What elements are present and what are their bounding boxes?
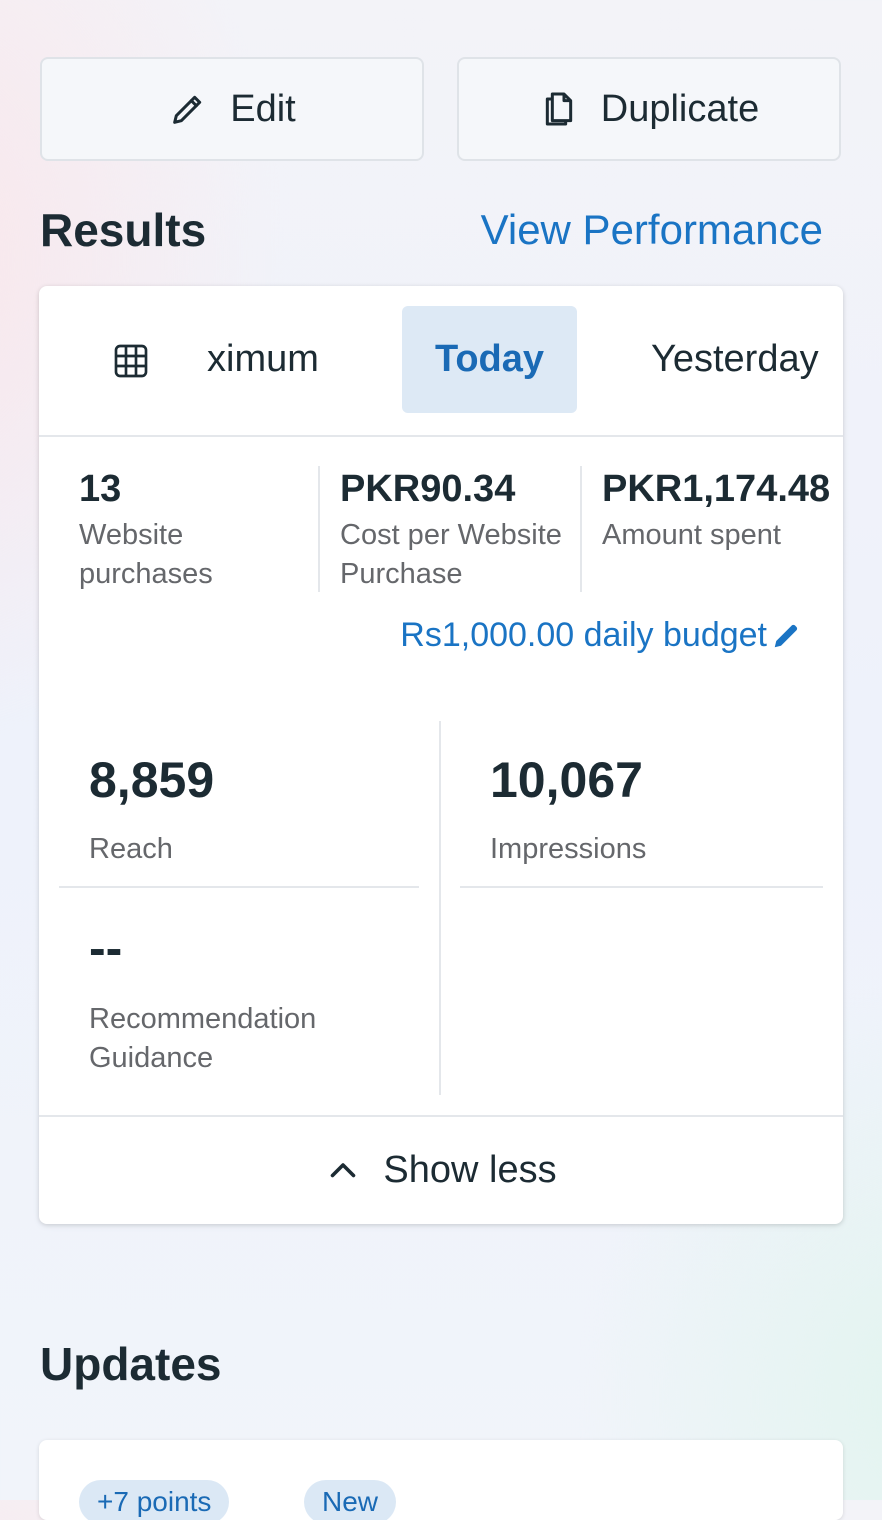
kpi-label: Amount spent (602, 519, 781, 551)
metric-impressions: 10,067 Impressions (490, 750, 646, 869)
metric-label: Recommendation Guidance (89, 1003, 317, 1074)
divider (439, 721, 441, 1095)
date-range-tabs: ximum Today Yesterday (39, 286, 843, 437)
results-title: Results (40, 204, 207, 256)
metric-value: -- (89, 920, 123, 976)
new-badge: New (304, 1480, 397, 1520)
duplicate-icon (539, 89, 579, 129)
divider (59, 886, 419, 888)
table-icon[interactable] (111, 341, 151, 381)
kpi-value: PKR90.34 (340, 468, 516, 510)
pencil-icon (168, 89, 208, 129)
duplicate-button[interactable]: Duplicate (457, 57, 841, 161)
tab-today[interactable]: Today (402, 306, 577, 413)
tab-maximum[interactable]: ximum (207, 338, 319, 380)
edit-pencil-icon (771, 621, 801, 651)
kpi-value: PKR1,174.48 (602, 468, 831, 510)
view-performance-link[interactable]: View Performance (480, 206, 823, 253)
show-less-label: Show less (383, 1149, 557, 1191)
edit-label: Edit (230, 87, 296, 130)
kpi-label: Cost per Website Purchase (340, 519, 562, 590)
updates-title: Updates (40, 1338, 222, 1390)
budget-label: Rs1,000.00 daily budget (400, 616, 767, 654)
metric-reach: 8,859 Reach (89, 750, 214, 869)
results-card: ximum Today Yesterday 13 Website purchas… (39, 286, 843, 1224)
kpi-cost-per-purchase: PKR90.34 Cost per Website Purchase (340, 466, 580, 594)
kpi-website-purchases: 13 Website purchases (79, 466, 309, 594)
tab-yesterday[interactable]: Yesterday (651, 338, 819, 380)
chevron-up-icon (325, 1153, 361, 1189)
kpi-label: Website purchases (79, 519, 213, 590)
divider (460, 886, 823, 888)
edit-button[interactable]: Edit (40, 57, 424, 161)
show-less-button[interactable]: Show less (39, 1115, 843, 1224)
kpi-value: 13 (79, 468, 122, 510)
daily-budget-link[interactable]: Rs1,000.00 daily budget (400, 616, 801, 655)
divider (580, 466, 582, 592)
metric-value: 10,067 (490, 752, 643, 808)
updates-card[interactable]: +7 points New (39, 1440, 843, 1520)
metric-label: Reach (89, 833, 173, 865)
metric-recommendation: -- Recommendation Guidance (89, 918, 389, 1078)
duplicate-label: Duplicate (600, 87, 760, 130)
metric-value: 8,859 (89, 752, 215, 808)
metric-label: Impressions (490, 833, 647, 865)
points-badge: +7 points (79, 1480, 230, 1520)
divider (318, 466, 320, 592)
kpi-amount-spent: PKR1,174.48 Amount spent (602, 466, 843, 555)
